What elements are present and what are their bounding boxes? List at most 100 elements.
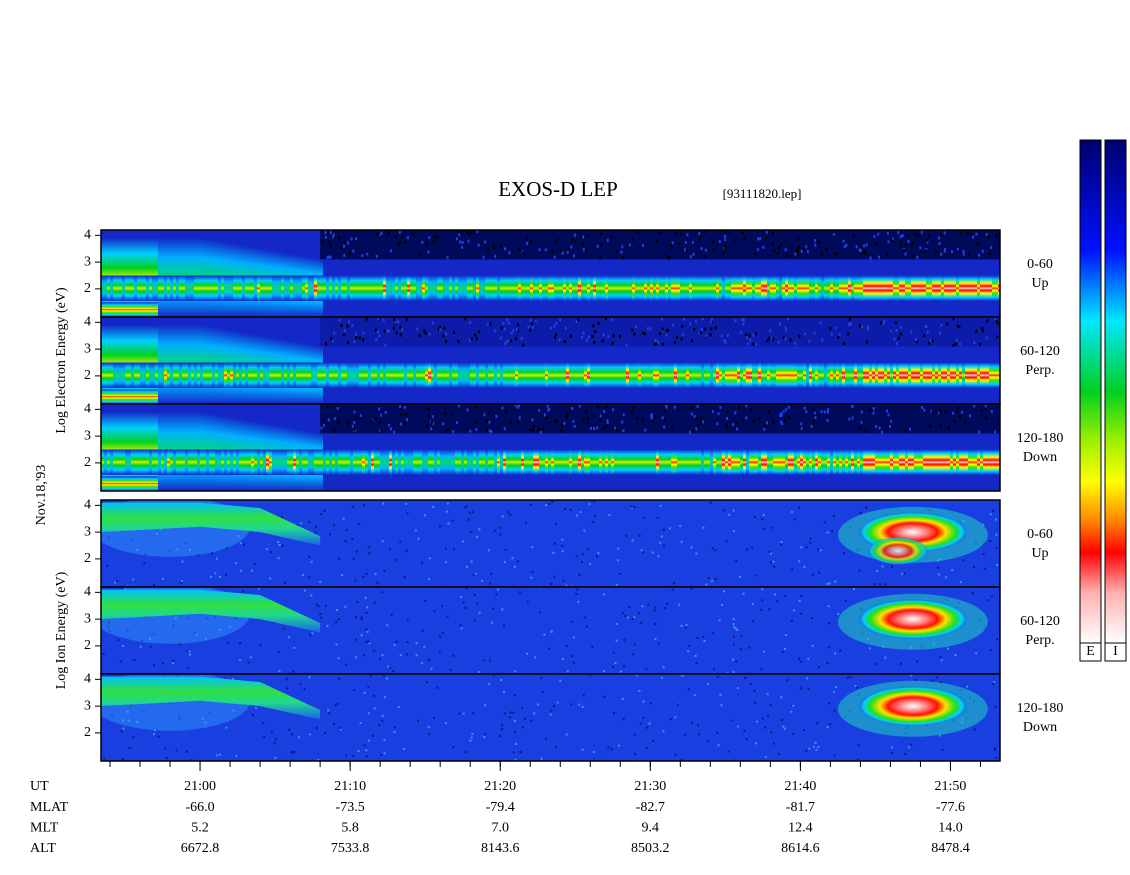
noise bbox=[474, 333, 477, 337]
noise bbox=[561, 658, 564, 661]
noise bbox=[606, 420, 609, 424]
band bbox=[761, 449, 764, 475]
noise bbox=[589, 563, 592, 566]
chart-title: EXOS-D LEP bbox=[498, 177, 618, 201]
band bbox=[479, 275, 482, 301]
band bbox=[767, 362, 770, 388]
band bbox=[716, 449, 719, 475]
band bbox=[446, 449, 449, 475]
noise bbox=[376, 581, 379, 584]
band bbox=[437, 362, 440, 388]
noise bbox=[985, 416, 988, 420]
noise bbox=[436, 686, 439, 689]
noise bbox=[782, 410, 785, 414]
band bbox=[461, 449, 464, 475]
noise bbox=[943, 249, 946, 253]
noise bbox=[938, 242, 941, 246]
blob bbox=[857, 686, 968, 727]
noise bbox=[956, 410, 959, 414]
noise bbox=[585, 248, 588, 252]
noise bbox=[225, 726, 228, 729]
band bbox=[266, 362, 269, 388]
noise bbox=[378, 724, 381, 727]
noise bbox=[654, 415, 657, 419]
noise bbox=[386, 624, 389, 627]
band bbox=[530, 449, 533, 475]
noise bbox=[994, 705, 997, 708]
band bbox=[257, 275, 260, 301]
band bbox=[347, 449, 350, 475]
noise bbox=[805, 410, 808, 414]
noise bbox=[662, 666, 665, 669]
band bbox=[938, 362, 941, 388]
noise bbox=[741, 231, 744, 235]
band bbox=[413, 449, 416, 475]
x-tick-label: 21:50 bbox=[935, 779, 967, 794]
band bbox=[143, 302, 146, 317]
band bbox=[800, 449, 803, 475]
noise bbox=[486, 419, 489, 423]
noise bbox=[697, 724, 700, 727]
noise bbox=[176, 548, 179, 551]
band bbox=[932, 275, 935, 301]
noise bbox=[742, 418, 745, 422]
band bbox=[824, 449, 827, 475]
band bbox=[329, 362, 332, 388]
band bbox=[923, 362, 926, 388]
band bbox=[236, 362, 239, 388]
noise bbox=[366, 252, 369, 256]
band bbox=[707, 449, 710, 475]
noise bbox=[613, 426, 616, 430]
band bbox=[977, 275, 980, 301]
noise bbox=[807, 657, 810, 660]
band bbox=[635, 362, 638, 388]
noise bbox=[582, 331, 585, 335]
noise bbox=[634, 753, 637, 756]
noise bbox=[939, 681, 942, 684]
band bbox=[449, 275, 452, 301]
band bbox=[383, 362, 386, 388]
band bbox=[512, 275, 515, 301]
band bbox=[620, 362, 623, 388]
noise bbox=[468, 511, 471, 514]
noise bbox=[690, 721, 693, 724]
band bbox=[413, 362, 416, 388]
noise bbox=[649, 327, 652, 331]
band bbox=[191, 362, 194, 388]
band bbox=[404, 449, 407, 475]
noise bbox=[731, 423, 734, 427]
noise bbox=[852, 588, 855, 591]
y-tick-label: 3 bbox=[84, 524, 91, 539]
noise bbox=[490, 572, 493, 575]
noise bbox=[314, 531, 317, 534]
noise bbox=[709, 501, 712, 504]
band bbox=[890, 275, 893, 301]
noise bbox=[458, 712, 461, 715]
noise bbox=[617, 547, 620, 550]
noise bbox=[277, 557, 280, 560]
x-tick-label: 21:40 bbox=[784, 779, 816, 794]
band bbox=[272, 362, 275, 388]
band bbox=[146, 389, 149, 404]
band bbox=[845, 362, 848, 388]
band bbox=[140, 302, 143, 317]
band bbox=[776, 362, 779, 388]
band bbox=[389, 275, 392, 301]
noise bbox=[571, 585, 574, 587]
noise bbox=[193, 632, 196, 635]
band bbox=[518, 449, 521, 475]
noise bbox=[335, 621, 338, 624]
group-label: Log Electron Energy (eV) bbox=[54, 287, 69, 434]
noise bbox=[659, 331, 662, 335]
band bbox=[827, 449, 830, 475]
noise bbox=[358, 336, 361, 340]
band bbox=[122, 476, 125, 491]
noise bbox=[638, 534, 641, 537]
noise bbox=[611, 342, 614, 346]
band bbox=[740, 362, 743, 388]
noise bbox=[460, 595, 463, 598]
noise bbox=[278, 543, 281, 546]
band bbox=[809, 449, 812, 475]
noise bbox=[978, 253, 981, 257]
noise bbox=[874, 583, 877, 586]
